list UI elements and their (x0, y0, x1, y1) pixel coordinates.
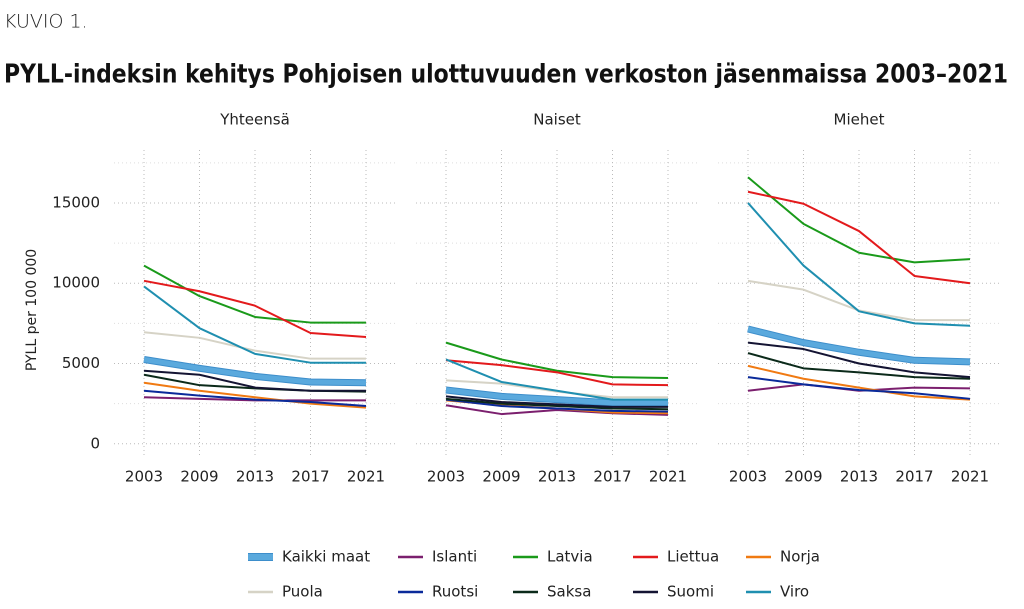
legend-label: Saksa (547, 583, 591, 601)
series-line (747, 190, 971, 285)
series-line (747, 364, 971, 401)
x-tick-label: 2017 (593, 468, 631, 486)
legend-label: Latvia (547, 548, 593, 566)
x-tick-label: 2013 (236, 468, 274, 486)
series-line (143, 389, 367, 408)
series-line (747, 202, 971, 327)
x-tick-label: 2021 (347, 468, 385, 486)
x-tick-label: 2017 (895, 468, 933, 486)
series-line (747, 376, 971, 400)
y-tick-label: 5000 (62, 354, 100, 372)
legend-label: Liettua (667, 548, 719, 566)
series-line (747, 352, 971, 380)
series-line (143, 369, 366, 392)
y-axis-label: PYLL per 100 000 (24, 249, 40, 371)
series-line-outline (747, 325, 971, 366)
series-line (143, 331, 366, 360)
series-line (747, 326, 971, 365)
series-line (747, 176, 971, 264)
series-line (445, 359, 669, 387)
x-tick-label: 2013 (840, 468, 878, 486)
x-tick-label: 2021 (951, 468, 989, 486)
series-line (445, 358, 668, 401)
panel-title: Miehet (834, 111, 885, 129)
legend-label: Islanti (432, 548, 477, 566)
x-tick-label: 2003 (125, 468, 163, 486)
x-tick-label: 2009 (482, 468, 520, 486)
legend-label: Suomi (667, 583, 714, 601)
panel-title: Naiset (533, 111, 581, 129)
legend-label: Ruotsi (432, 583, 478, 601)
y-tick-label: 10000 (52, 274, 100, 292)
series-line (445, 397, 669, 411)
series-line (143, 264, 366, 324)
series-line (143, 279, 367, 339)
x-tick-label: 2003 (427, 468, 465, 486)
y-tick-label: 15000 (52, 193, 100, 211)
x-tick-label: 2003 (729, 468, 767, 486)
legend-label: Kaikki maat (282, 548, 370, 566)
x-tick-label: 2017 (291, 468, 329, 486)
series-line (747, 341, 971, 379)
series-line (445, 395, 668, 408)
chart-title: PYLL-indeksin kehitys Pohjoisen ulottuvu… (4, 60, 1008, 90)
series-line (445, 398, 669, 413)
series-line (143, 357, 367, 386)
legend-label: Puola (282, 583, 323, 601)
legend-label: Viro (780, 583, 809, 601)
x-tick-label: 2009 (180, 468, 218, 486)
series-line (445, 387, 668, 406)
panel-title: Yhteensä (219, 111, 290, 129)
figure-label: KUVIO 1. (4, 11, 88, 33)
series-line (143, 381, 367, 409)
series-line (445, 404, 669, 416)
x-tick-label: 2021 (649, 468, 687, 486)
legend-label: Norja (780, 548, 820, 566)
x-tick-label: 2013 (538, 468, 576, 486)
series-line (143, 285, 366, 364)
series-line (445, 341, 669, 379)
y-tick-label: 0 (90, 434, 100, 452)
x-tick-label: 2009 (784, 468, 822, 486)
